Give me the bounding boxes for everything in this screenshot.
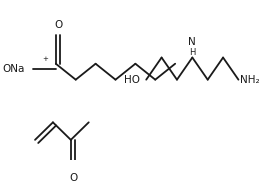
Text: O: O [54,20,62,30]
Text: O: O [69,173,77,181]
Text: N: N [188,37,196,47]
Text: HO: HO [124,75,140,85]
Text: +: + [42,56,48,62]
Text: NH₂: NH₂ [240,75,260,85]
Text: H: H [189,48,196,57]
Text: ONa: ONa [3,64,25,74]
